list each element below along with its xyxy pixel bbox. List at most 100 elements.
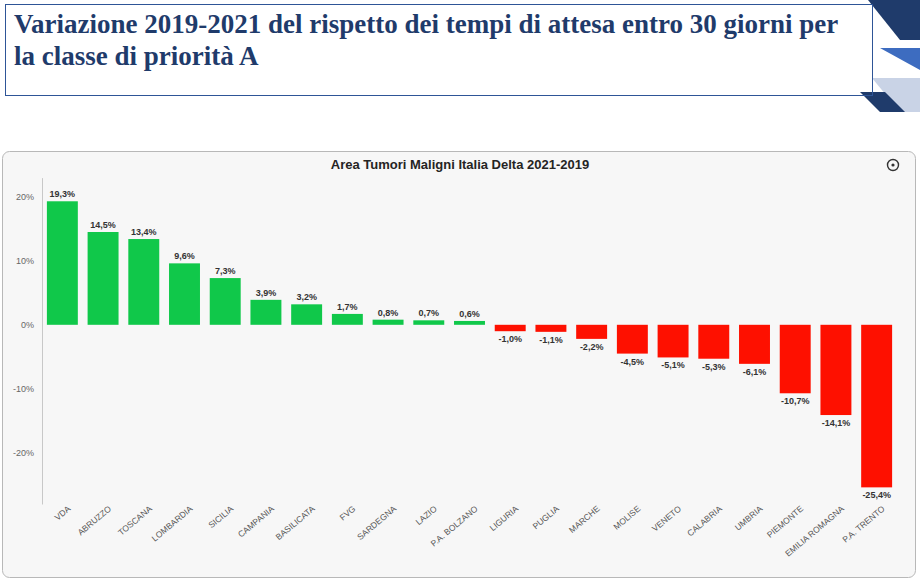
- y-tick-label: 0%: [21, 320, 34, 330]
- x-tick-label: PUGLIA: [531, 503, 562, 531]
- x-tick: TOSCANA: [116, 503, 154, 537]
- decoration-stripe: [880, 48, 920, 70]
- data-label: 0,8%: [378, 308, 399, 318]
- x-tick: ABRUZZO: [76, 503, 114, 537]
- x-tick-label: P.A. BOLZANO: [429, 503, 480, 548]
- bar: [250, 300, 281, 325]
- decoration-stripe: [860, 92, 905, 112]
- data-label: 3,9%: [256, 288, 277, 298]
- x-tick: CAMPANIA: [236, 503, 276, 539]
- help-icon: [888, 160, 899, 171]
- x-tick-label: VENETO: [650, 503, 683, 533]
- chart-title: Area Tumori Maligni Italia Delta 2021-20…: [331, 157, 589, 172]
- y-tick: 0%: [21, 320, 42, 330]
- x-tick: P.A. BOLZANO: [429, 503, 480, 548]
- slide-title: Variazione 2019-2021 del rispetto dei te…: [5, 4, 873, 96]
- y-tick: 20%: [16, 192, 42, 202]
- y-tick: -20%: [13, 448, 42, 458]
- x-tick: EMILIA ROMAGNA: [783, 503, 846, 558]
- data-label: -14,1%: [822, 418, 851, 428]
- bar: [658, 325, 689, 358]
- x-tick: MARCHE: [567, 503, 602, 535]
- x-tick-label: P.A. TRENTO: [840, 503, 887, 544]
- chart-canvas: Area Tumori Maligni Italia Delta 2021-20…: [0, 0, 920, 582]
- data-label: -6,1%: [743, 367, 767, 377]
- bar: [820, 325, 851, 415]
- x-tick-label: VDA: [53, 503, 73, 522]
- bar: [739, 325, 770, 364]
- y-tick-label: 20%: [16, 192, 34, 202]
- bar: [332, 314, 363, 325]
- x-tick-label: MOLISE: [611, 503, 642, 532]
- x-tick: CALABRIA: [685, 503, 724, 538]
- x-tick: FVG: [338, 504, 358, 523]
- x-tick: UMBRIA: [733, 503, 765, 532]
- bar: [88, 232, 119, 325]
- bar: [495, 325, 526, 331]
- help-icon-dot: [891, 163, 894, 166]
- x-tick-label: ABRUZZO: [76, 503, 114, 537]
- x-tick-label: LOMBARDIA: [150, 503, 195, 543]
- x-tick-label: MARCHE: [567, 503, 602, 535]
- x-tick-label: PIEMONTE: [765, 503, 806, 539]
- data-label: 7,3%: [215, 266, 236, 276]
- x-tick-label: CAMPANIA: [236, 503, 276, 539]
- bar: [47, 201, 78, 325]
- data-label: -10,7%: [781, 396, 810, 406]
- data-label: 1,7%: [337, 302, 358, 312]
- bar: [861, 325, 892, 488]
- x-tick: SICILIA: [206, 503, 235, 530]
- x-tick: VENETO: [650, 503, 683, 533]
- data-label: 19,3%: [50, 189, 76, 199]
- data-label: 9,6%: [174, 251, 195, 261]
- data-labels: 19,3%14,5%13,4%9,6%7,3%3,9%3,2%1,7%0,8%0…: [50, 189, 891, 500]
- bar: [576, 325, 607, 339]
- x-tick: PUGLIA: [531, 503, 562, 531]
- bar: [698, 325, 729, 359]
- data-label: 13,4%: [131, 227, 157, 237]
- bar: [169, 263, 200, 324]
- data-label: -5,3%: [702, 362, 726, 372]
- data-label: -25,4%: [862, 490, 891, 500]
- decoration-stripe: [868, 0, 920, 40]
- data-label: -1,0%: [498, 334, 522, 344]
- data-label: 0,7%: [419, 308, 440, 318]
- bars: [47, 201, 892, 487]
- data-label: -5,1%: [661, 360, 685, 370]
- x-tick: PIEMONTE: [765, 503, 806, 539]
- help-icon-circle: [888, 160, 899, 171]
- x-tick-label: FVG: [338, 504, 358, 523]
- decoration: [860, 0, 920, 112]
- y-tick-label: -20%: [13, 448, 34, 458]
- bar: [617, 325, 648, 354]
- x-tick-label: SICILIA: [206, 503, 235, 530]
- x-tick-label: UMBRIA: [733, 503, 765, 532]
- x-tick-label: LAZIO: [414, 503, 440, 527]
- data-label: 14,5%: [90, 220, 116, 230]
- data-label: -2,2%: [580, 342, 604, 352]
- x-tick: P.A. TRENTO: [840, 503, 887, 544]
- y-axis-line: [42, 178, 43, 504]
- x-axis: VDAABRUZZOTOSCANALOMBARDIA SICILIACAMPANI…: [53, 503, 887, 558]
- x-tick: BASILICATA: [274, 503, 317, 542]
- x-tick-label: SARDEGNA: [355, 503, 398, 542]
- x-tick-label: TOSCANA: [116, 503, 154, 537]
- bar: [291, 304, 322, 324]
- x-tick-label: BASILICATA: [274, 503, 317, 542]
- y-tick-label: -10%: [13, 384, 34, 394]
- y-axis: -20% -10% 0% 10% 20%: [13, 178, 43, 504]
- bar: [413, 320, 444, 324]
- bar: [535, 325, 566, 332]
- bar: [128, 239, 159, 325]
- bar: [780, 325, 811, 393]
- y-tick: 10%: [16, 256, 42, 266]
- x-tick: SARDEGNA: [355, 503, 398, 542]
- y-tick: -10%: [13, 384, 42, 394]
- x-tick: MOLISE: [611, 503, 642, 532]
- chart-panel: [3, 152, 916, 578]
- x-tick-label: EMILIA ROMAGNA: [783, 503, 846, 558]
- x-tick-label: CALABRIA: [685, 503, 724, 538]
- x-tick: VDA: [53, 503, 73, 522]
- x-tick: LAZIO: [414, 503, 440, 527]
- y-tick-label: 10%: [16, 256, 34, 266]
